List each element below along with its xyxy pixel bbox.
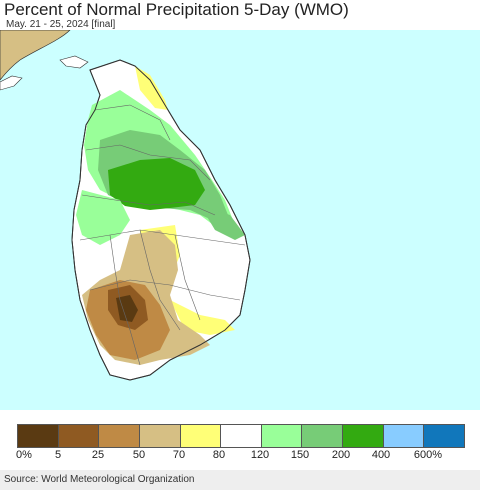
legend-swatch	[261, 425, 303, 447]
legend-swatch	[302, 425, 344, 447]
source-credit: Source: World Meteorological Organizatio…	[4, 474, 195, 485]
jaffna-islands	[59, 55, 89, 69]
legend-tick: 400	[371, 449, 391, 461]
legend-tick: 200	[331, 449, 351, 461]
legend-tick: 80	[212, 449, 226, 461]
precipitation-map	[0, 30, 480, 410]
legend-tick: 25	[91, 449, 105, 461]
legend-tick: 70	[172, 449, 186, 461]
legend-tick: 0%	[16, 449, 32, 461]
map-title: Percent of Normal Precipitation 5-Day (W…	[4, 0, 349, 19]
legend-swatch	[221, 425, 262, 447]
legend-swatch	[58, 425, 100, 447]
legend-swatch	[424, 425, 465, 447]
legend-swatch	[99, 425, 140, 447]
legend-tick: 600%	[413, 449, 443, 461]
legend-swatch	[383, 425, 425, 447]
legend-tick: 5	[54, 449, 62, 461]
legend-swatch	[343, 425, 384, 447]
map-subtitle: May. 21 - 25, 2024 [final]	[6, 19, 116, 30]
legend-swatch	[139, 425, 181, 447]
legend-swatch	[180, 425, 222, 447]
legend-tick: 120	[250, 449, 270, 461]
legend-tick: 150	[290, 449, 310, 461]
legend-swatch	[18, 425, 59, 447]
color-legend	[17, 424, 465, 448]
legend-tick: 50	[132, 449, 146, 461]
footer-bar: Source: World Meteorological Organizatio…	[0, 470, 480, 490]
india-coast	[0, 30, 71, 81]
